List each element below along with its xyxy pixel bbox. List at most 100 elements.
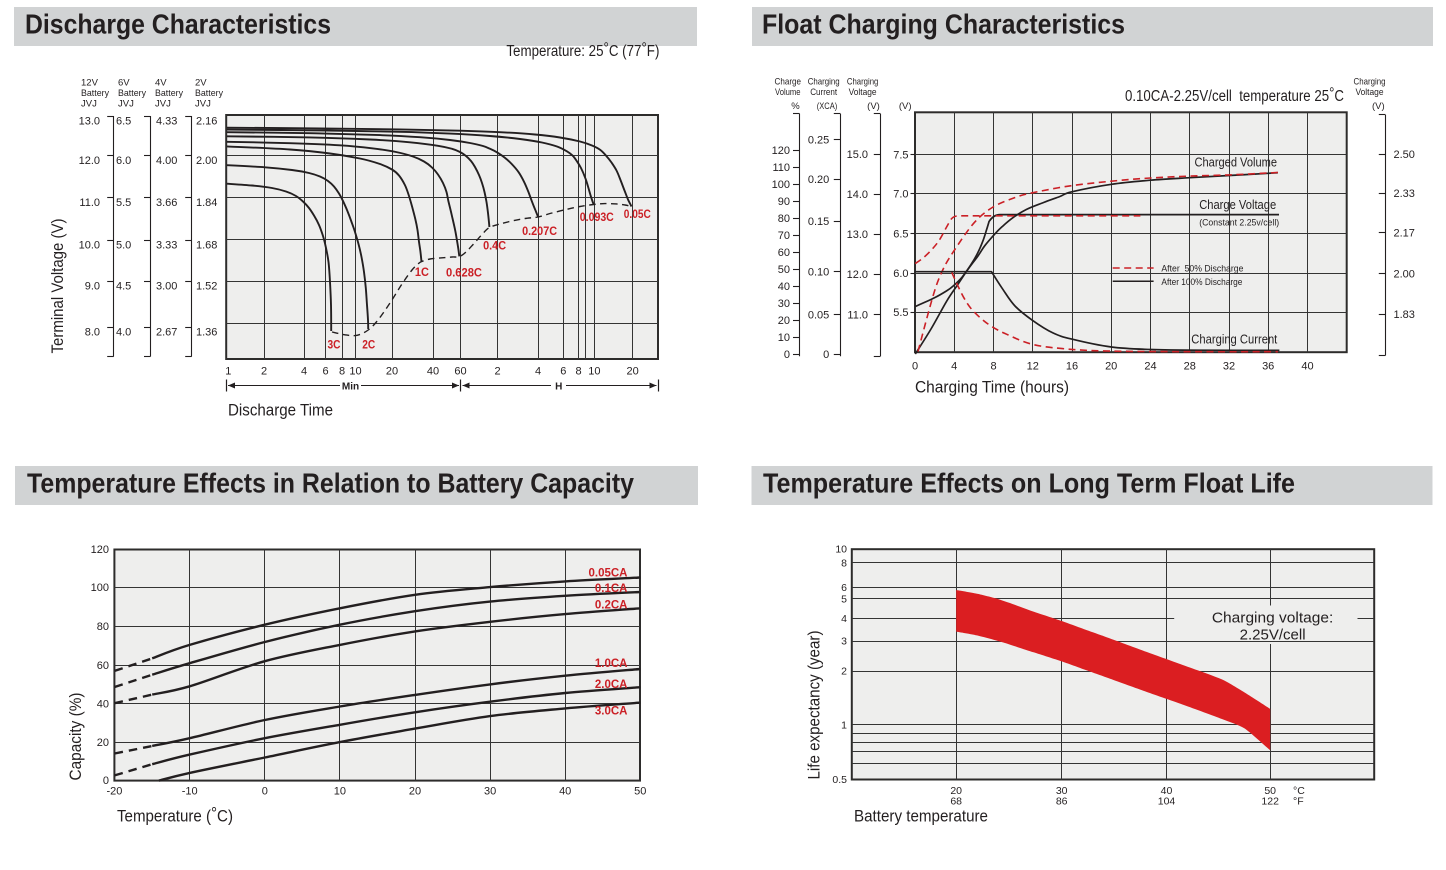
svg-text:86: 86: [1056, 796, 1068, 808]
svg-text:Min: Min: [342, 381, 359, 392]
svg-text:1C: 1C: [415, 267, 429, 279]
svg-text:50: 50: [634, 786, 646, 798]
svg-text:JVJ: JVJ: [155, 99, 171, 110]
svg-text:90: 90: [778, 196, 790, 208]
svg-text:2.16: 2.16: [196, 116, 217, 128]
svg-text:0.4C: 0.4C: [483, 241, 506, 253]
svg-text:After 50% Discharge: After 50% Discharge: [1161, 264, 1243, 275]
svg-text:1.84: 1.84: [196, 197, 217, 209]
svg-text:3.0CA: 3.0CA: [595, 706, 628, 718]
svg-text:4.0: 4.0: [116, 327, 131, 339]
svg-text:20: 20: [409, 786, 421, 798]
svg-text:2.00: 2.00: [196, 155, 217, 167]
svg-text:12.0: 12.0: [79, 155, 100, 167]
svg-text:70: 70: [778, 230, 790, 242]
svg-text:11.0: 11.0: [79, 197, 100, 209]
svg-text:Temperature (°C): Temperature (°C): [117, 803, 233, 825]
svg-text:1.83: 1.83: [1394, 309, 1415, 321]
svg-text:4: 4: [301, 366, 307, 378]
svg-text:7.0: 7.0: [893, 189, 908, 201]
svg-text:(XCA): (XCA): [817, 101, 838, 112]
svg-text:60: 60: [97, 660, 109, 672]
svg-text:Temperature Effects on Long Te: Temperature Effects on Long Term Float L…: [763, 468, 1295, 499]
svg-text:Charging voltage:: Charging voltage:: [1212, 610, 1334, 627]
svg-text:(Constant 2.25v/cell): (Constant 2.25v/cell): [1199, 218, 1279, 229]
svg-text:6V: 6V: [118, 78, 130, 89]
svg-text:After 100% Discharge: After 100% Discharge: [1161, 277, 1242, 288]
svg-text:Charging: Charging: [847, 77, 879, 88]
svg-text:8: 8: [841, 557, 847, 569]
svg-text:2.25V/cell: 2.25V/cell: [1240, 627, 1306, 644]
svg-text:100: 100: [772, 179, 790, 191]
svg-text:JVJ: JVJ: [118, 99, 134, 110]
svg-text:14.0: 14.0: [847, 189, 868, 201]
svg-text:32: 32: [1223, 361, 1235, 373]
svg-text:Charged Volume: Charged Volume: [1195, 155, 1278, 170]
svg-text:0.10: 0.10: [808, 267, 829, 279]
svg-text:110: 110: [772, 162, 790, 174]
svg-text:4.00: 4.00: [156, 155, 177, 167]
svg-text:0.15: 0.15: [808, 216, 829, 228]
svg-text:36: 36: [1262, 361, 1274, 373]
svg-text:1: 1: [225, 366, 231, 378]
svg-text:Battery temperature: Battery temperature: [854, 807, 988, 826]
svg-text:30: 30: [778, 298, 790, 310]
svg-text:4: 4: [841, 613, 847, 625]
svg-text:JVJ: JVJ: [81, 99, 97, 110]
svg-text:6: 6: [322, 366, 328, 378]
svg-text:80: 80: [778, 213, 790, 225]
svg-text:40: 40: [427, 366, 439, 378]
svg-text:(V): (V): [899, 101, 912, 112]
svg-text:Voltage: Voltage: [1356, 87, 1384, 98]
svg-text:28: 28: [1184, 361, 1196, 373]
svg-text:0.25: 0.25: [808, 134, 829, 146]
svg-text:10: 10: [349, 366, 361, 378]
svg-text:5.0: 5.0: [116, 240, 131, 252]
svg-text:1: 1: [841, 719, 847, 731]
svg-text:100: 100: [91, 582, 109, 594]
svg-text:3: 3: [841, 636, 847, 648]
svg-text:0.20: 0.20: [808, 174, 829, 186]
svg-text:2.50: 2.50: [1394, 149, 1415, 161]
svg-text:10: 10: [334, 786, 346, 798]
svg-text:Current: Current: [810, 87, 837, 98]
svg-text:11.0: 11.0: [847, 310, 868, 322]
svg-text:6.5: 6.5: [116, 116, 131, 128]
svg-text:0: 0: [912, 361, 918, 373]
svg-text:60: 60: [454, 366, 466, 378]
svg-text:122: 122: [1261, 796, 1279, 808]
svg-text:2V: 2V: [195, 78, 207, 89]
svg-text:40: 40: [1301, 361, 1313, 373]
svg-text:40: 40: [559, 786, 571, 798]
svg-text:20: 20: [1105, 361, 1117, 373]
svg-text:6: 6: [560, 366, 566, 378]
svg-text:20: 20: [950, 785, 962, 797]
svg-text:5.5: 5.5: [116, 197, 131, 209]
svg-text:Capacity (%): Capacity (%): [66, 693, 85, 781]
svg-text:°F: °F: [1293, 796, 1304, 808]
svg-text:20: 20: [626, 366, 638, 378]
svg-text:1.0CA: 1.0CA: [595, 658, 628, 670]
svg-text:16: 16: [1066, 361, 1078, 373]
svg-text:Battery: Battery: [195, 88, 223, 99]
svg-text:104: 104: [1158, 796, 1176, 808]
svg-text:Charging Current: Charging Current: [1191, 332, 1277, 347]
svg-text:2C: 2C: [362, 340, 375, 352]
svg-text:2.00: 2.00: [1394, 268, 1415, 280]
svg-text:12: 12: [1027, 361, 1039, 373]
svg-text:8: 8: [990, 361, 996, 373]
svg-text:Float Charging Characteristics: Float Charging Characteristics: [762, 9, 1125, 40]
svg-text:0: 0: [823, 349, 829, 361]
svg-text:40: 40: [1161, 785, 1173, 797]
svg-text:%: %: [791, 101, 800, 112]
svg-text:10: 10: [835, 544, 847, 556]
svg-text:0.05CA: 0.05CA: [589, 568, 628, 580]
svg-text:Discharge Time: Discharge Time: [228, 401, 333, 420]
svg-text:0.05C: 0.05C: [624, 209, 651, 221]
svg-text:4: 4: [535, 366, 541, 378]
svg-text:20: 20: [97, 737, 109, 749]
svg-text:50: 50: [778, 264, 790, 276]
svg-text:(V): (V): [1372, 101, 1385, 112]
svg-text:5.5: 5.5: [893, 307, 908, 319]
svg-text:Temperature: 25°C (77°F): Temperature: 25°C (77°F): [506, 40, 659, 60]
